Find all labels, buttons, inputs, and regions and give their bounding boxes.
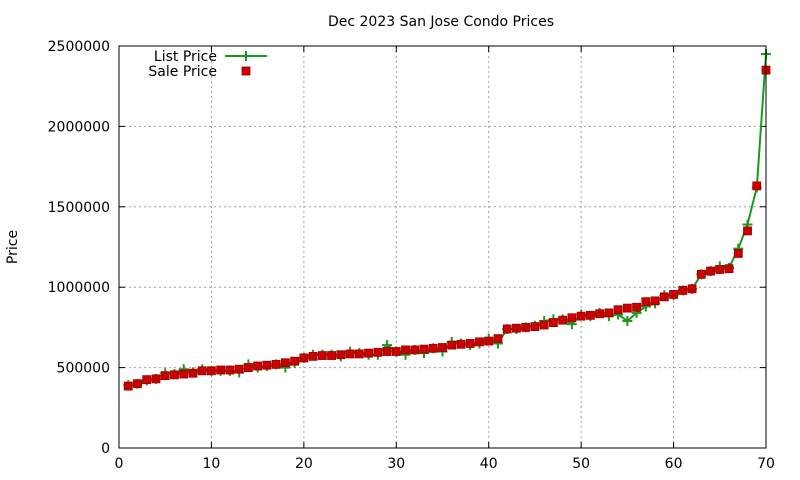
sale-price-point [280, 358, 290, 368]
sale-price-point [678, 286, 688, 295]
sale-price-point [539, 320, 549, 330]
sale-price-point [391, 347, 401, 356]
sale-price-point [521, 322, 531, 332]
sale-price-point [419, 344, 429, 354]
x-tick-label: 30 [387, 456, 405, 472]
sale-price-point [715, 265, 725, 274]
legend-marker-list-price [241, 51, 251, 61]
legend: List Price Sale Price [148, 49, 267, 80]
sale-price-point [299, 353, 309, 363]
sale-price-point [401, 345, 410, 355]
sale-price-point [428, 343, 438, 353]
sale-price-point [687, 284, 697, 294]
sale-price-point [622, 303, 632, 313]
x-tick-label: 20 [295, 456, 313, 472]
y-tick-label: 0 [101, 441, 110, 457]
sale-price-point [345, 349, 355, 359]
sale-price-point [558, 315, 568, 325]
list-price-series [123, 49, 771, 391]
sale-price-point [743, 226, 752, 236]
sale-price-point [567, 313, 577, 323]
sale-price-point [696, 269, 706, 279]
y-tick-label: 1000000 [48, 280, 110, 296]
y-tick-label: 1500000 [48, 200, 110, 216]
list-price-point [622, 315, 633, 326]
list-price-line [128, 53, 767, 387]
sale-price-point [262, 360, 272, 370]
sale-price-point [595, 309, 605, 319]
y-tick-label: 2000000 [48, 119, 110, 135]
sale-price-point [733, 249, 743, 258]
sale-price-point [327, 351, 336, 360]
sale-price-point [151, 374, 161, 384]
sale-price-point [706, 266, 715, 276]
sale-price-point [512, 323, 521, 333]
sale-price-point [160, 371, 170, 381]
axis-ticks: 0 10 20 30 40 50 60 70 0 500000 1000000 1500000 2000… [48, 39, 775, 472]
sale-price-point [530, 322, 540, 331]
sale-price-point [669, 290, 678, 299]
x-tick-label: 0 [115, 456, 124, 472]
sale-price-point [456, 339, 466, 349]
sale-price-point [604, 308, 614, 318]
x-tick-label: 40 [480, 456, 498, 472]
y-tick-label: 500000 [57, 361, 110, 377]
sale-price-point [724, 264, 734, 274]
sale-price-point [364, 348, 373, 358]
sale-price-point [170, 370, 179, 380]
sale-price-point [197, 366, 207, 376]
x-tick-label: 70 [757, 456, 775, 472]
sale-price-point [179, 369, 189, 379]
sale-price-point [650, 296, 660, 306]
sale-price-point [243, 363, 253, 373]
sale-price-point [142, 375, 152, 385]
sale-price-point [336, 350, 346, 360]
sale-price-point [216, 365, 226, 375]
sale-price-point [225, 365, 235, 375]
sale-price-point [475, 337, 484, 347]
sale-price-point [549, 318, 558, 327]
y-axis-label: Price [5, 230, 21, 264]
sale-price-point [410, 345, 420, 355]
plot-frame [118, 45, 767, 449]
sale-price-point [613, 305, 623, 315]
sale-price-point [354, 349, 364, 359]
sale-price-point [253, 361, 263, 371]
sale-price-series [123, 65, 771, 391]
sale-price-point [641, 297, 651, 307]
sale-price-point [188, 368, 198, 378]
sale-price-point [133, 379, 142, 389]
grid-lines [119, 46, 766, 448]
x-tick-label: 10 [203, 456, 221, 472]
sale-price-point [576, 311, 586, 321]
sale-price-point [752, 181, 762, 191]
sale-price-point [659, 292, 669, 302]
sale-price-point [373, 347, 383, 357]
sale-price-point [438, 343, 447, 352]
legend-label-sale-price: Sale Price [148, 64, 217, 80]
sale-price-point [234, 364, 244, 374]
sale-price-point [271, 359, 281, 369]
sale-price-point [465, 339, 475, 348]
sale-price-point [632, 302, 641, 312]
sale-price-point [308, 351, 318, 361]
sale-price-point [447, 340, 457, 350]
sale-price-point [317, 351, 327, 360]
sale-price-point [207, 366, 216, 376]
sale-price-point [123, 381, 133, 391]
sale-price-point [290, 356, 300, 366]
sale-price-point [493, 334, 503, 344]
sale-price-point [502, 324, 512, 334]
chart-title: Dec 2023 San Jose Condo Prices [328, 14, 554, 30]
legend-marker-sale-price [241, 66, 251, 76]
sale-price-point [585, 310, 595, 320]
legend-label-list-price: List Price [154, 49, 217, 65]
y-tick-label: 2500000 [48, 39, 110, 55]
sale-price-point [382, 347, 392, 356]
sale-price-point [484, 336, 494, 346]
x-tick-label: 50 [572, 456, 590, 472]
x-tick-label: 60 [665, 456, 683, 472]
